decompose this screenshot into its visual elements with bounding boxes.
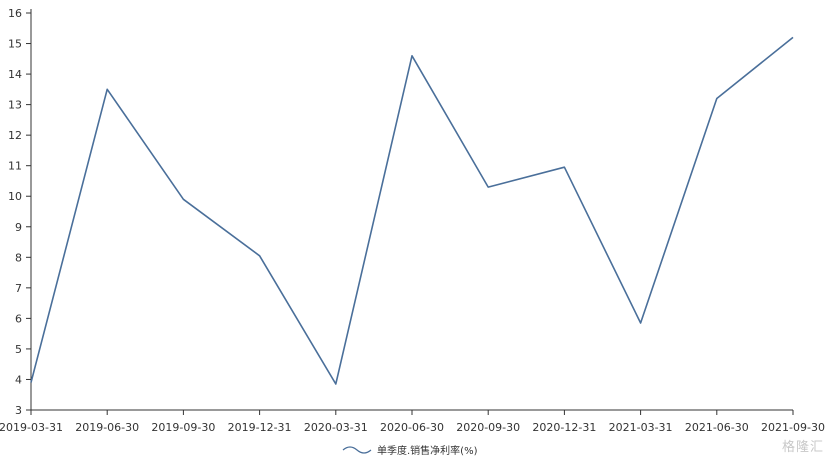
y-tick-label: 12 bbox=[8, 129, 22, 142]
y-tick-label: 3 bbox=[15, 404, 22, 417]
y-tick-label: 15 bbox=[8, 38, 22, 51]
x-tick-label: 2020-09-30 bbox=[456, 421, 520, 434]
x-tick-label: 2021-06-30 bbox=[685, 421, 749, 434]
y-axis: 3 4 5 6 7 8 9 10 11 12 13 14 15 16 bbox=[8, 7, 32, 417]
legend-label: 单季度.销售净利率(%) bbox=[377, 444, 478, 457]
x-tick-label: 2019-06-30 bbox=[75, 421, 139, 434]
x-axis: 2019-03-31 2019-06-30 2019-09-30 2019-12-31… bbox=[0, 409, 825, 434]
watermark-logo: 格隆汇 bbox=[781, 440, 824, 455]
y-tick-label: 16 bbox=[8, 7, 22, 20]
x-tick-label: 2020-03-31 bbox=[304, 421, 368, 434]
series-line bbox=[30, 36, 794, 385]
x-tick-label: 2020-06-30 bbox=[380, 421, 444, 434]
x-tick-label: 2019-12-31 bbox=[228, 421, 292, 434]
y-tick-label: 14 bbox=[8, 68, 22, 81]
legend[interactable]: 单季度.销售净利率(%) bbox=[342, 444, 478, 457]
x-tick-label: 2021-09-30 bbox=[761, 421, 825, 434]
y-tick-label: 8 bbox=[15, 251, 22, 264]
y-tick-label: 10 bbox=[8, 190, 22, 203]
x-tick-label: 2020-12-31 bbox=[532, 421, 596, 434]
x-tick-label: 2019-09-30 bbox=[151, 421, 215, 434]
y-tick-label: 6 bbox=[15, 312, 22, 325]
y-tick-label: 4 bbox=[15, 373, 22, 386]
series-group bbox=[30, 36, 794, 385]
y-tick-label: 5 bbox=[15, 343, 22, 356]
y-tick-label: 7 bbox=[15, 282, 22, 295]
x-tick-label: 2021-03-31 bbox=[609, 421, 673, 434]
legend-line-icon bbox=[342, 446, 372, 454]
y-tick-label: 9 bbox=[15, 221, 22, 234]
y-tick-label: 13 bbox=[8, 99, 22, 112]
y-tick-label: 11 bbox=[8, 160, 22, 173]
x-tick-label: 2019-03-31 bbox=[0, 421, 63, 434]
